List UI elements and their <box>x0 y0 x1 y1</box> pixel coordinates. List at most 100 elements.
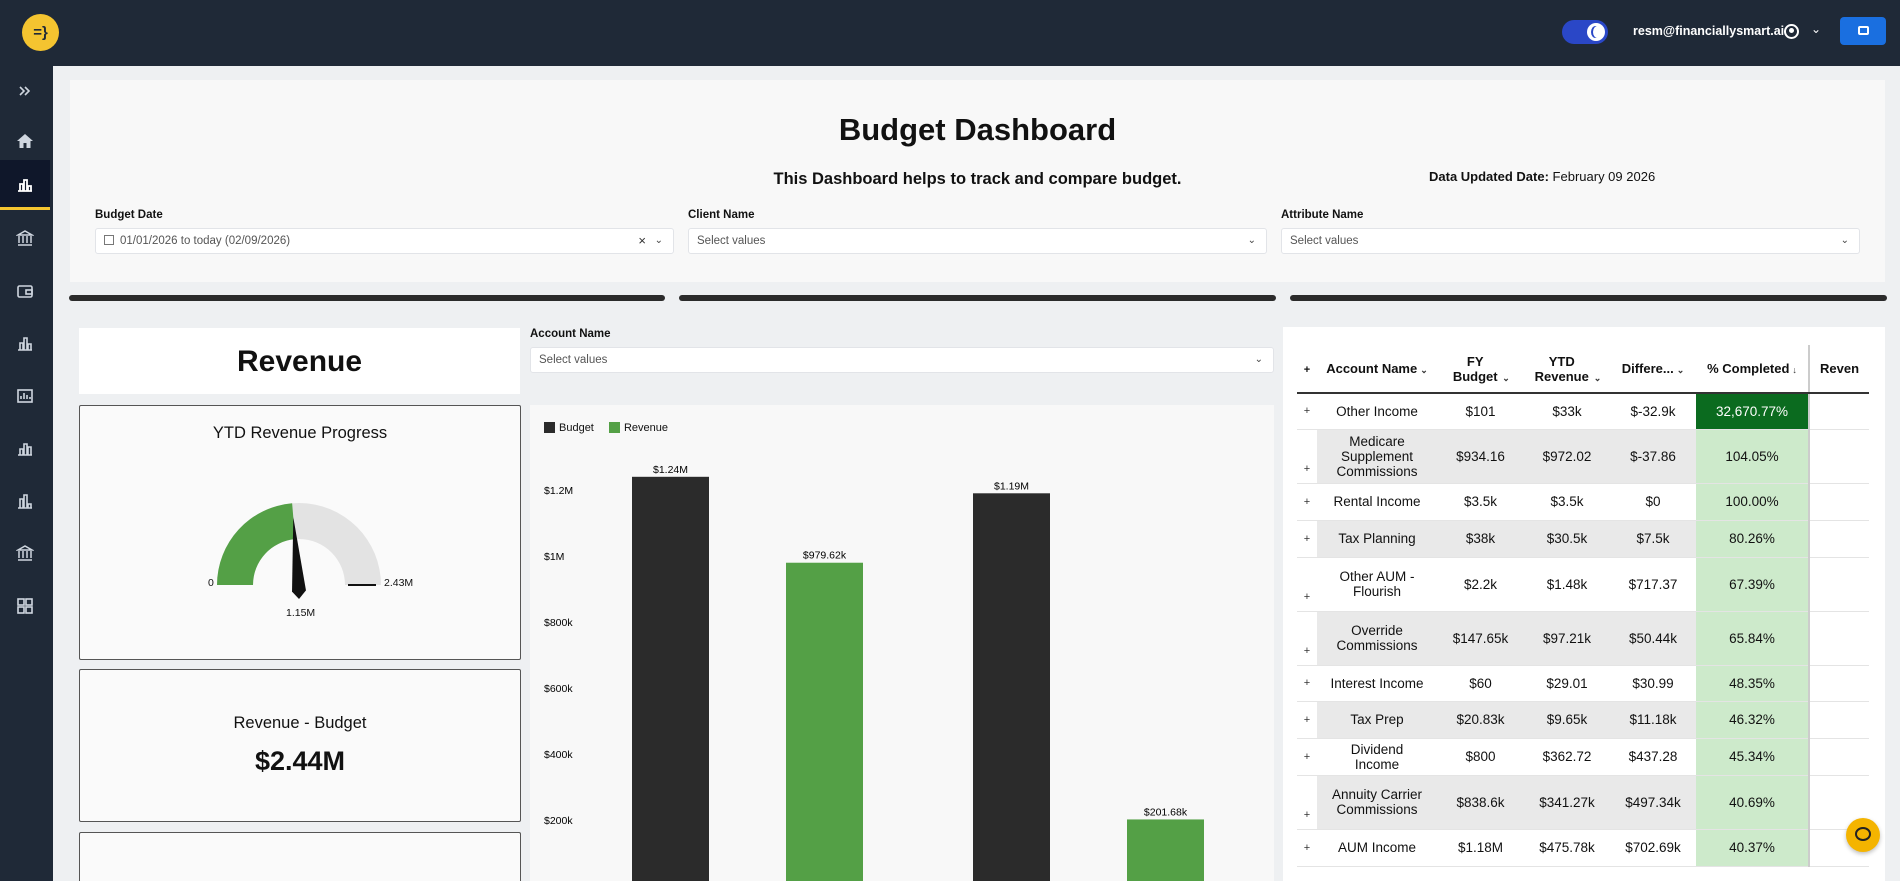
table-row[interactable]: + Tax Prep $20.83k $9.65k $11.18k 46.32% <box>1297 701 1869 739</box>
expand-row-icon[interactable]: + <box>1297 611 1317 666</box>
table-row[interactable]: + AUM Income $1.18M $475.78k $702.69k 40.37% <box>1297 829 1869 867</box>
ytd-revenue-cell: $9.65k <box>1524 701 1610 739</box>
account-name-cell: Override Commissions <box>1317 611 1437 666</box>
ytd-revenue-cell: $29.01 <box>1524 665 1610 702</box>
table-row[interactable]: + Interest Income $60 $29.01 $30.99 48.35% <box>1297 665 1869 702</box>
home-icon[interactable] <box>0 116 50 166</box>
table-row[interactable]: + Annuity Carrier Commissions $838.6k $341.… <box>1297 775 1869 830</box>
attribute-name-select[interactable]: Select values ⌄ <box>1281 228 1860 254</box>
bar-value-label: $1.19M <box>994 480 1029 492</box>
table-row[interactable]: + Other AUM - Flourish $2.2k $1.48k $717.37 6… <box>1297 557 1869 612</box>
expand-row-icon[interactable]: + <box>1297 665 1317 702</box>
chevron-down-icon[interactable]: ⌄ <box>1254 354 1263 365</box>
user-email[interactable]: resm@financiallysmart.ai <box>1633 24 1785 38</box>
legend-budget[interactable]: Budget <box>544 422 594 434</box>
ytd-revenue-cell: $1.48k <box>1524 557 1610 612</box>
chevron-down-icon[interactable]: ⌄ <box>1247 235 1256 246</box>
col-ytd-revenue[interactable]: YTD Revenue ⌄ <box>1524 345 1610 394</box>
revenue-cut-cell <box>1808 701 1869 739</box>
chat-button[interactable] <box>1840 17 1886 45</box>
budget-date-input[interactable]: 01/01/2026 to today (02/09/2026) × ⌄ <box>95 228 674 254</box>
fy-budget-cell: $2.2k <box>1437 557 1524 612</box>
pct-completed-cell: 40.69% <box>1696 775 1809 830</box>
sidebar <box>0 66 53 881</box>
expand-sidebar-icon[interactable] <box>0 66 50 116</box>
fy-budget-cell: $147.65k <box>1437 611 1524 666</box>
bar-chart-icon[interactable] <box>0 476 50 526</box>
budget-revenue-chart-panel: Budget Revenue $200k $400k $600k $800k $1M $1… <box>530 405 1274 881</box>
bar-budget[interactable] <box>973 493 1050 881</box>
revenue-budget-title: Revenue - Budget <box>233 714 367 732</box>
bar-revenue[interactable] <box>786 562 863 881</box>
account-name-placeholder: Select values <box>539 354 608 366</box>
col-fy-budget-label: FY Budget <box>1452 353 1498 384</box>
legend-swatch-budget <box>544 422 555 433</box>
clear-icon[interactable]: × <box>638 233 646 248</box>
attribute-name-label: Attribute Name <box>1281 209 1364 221</box>
table-row[interactable]: + Tax Planning $38k $30.5k $7.5k 80.26% <box>1297 520 1869 558</box>
revenue-gauge <box>217 503 381 599</box>
table-row[interactable]: + Override Commissions $147.65k $97.21k $50.… <box>1297 611 1869 666</box>
support-chat-button[interactable] <box>1846 818 1880 852</box>
client-name-select[interactable]: Select values ⌄ <box>688 228 1267 254</box>
col-account-name[interactable]: Account Name ⌄ <box>1317 345 1437 394</box>
gauge-fill <box>217 503 296 585</box>
fy-budget-cell: $3.5k <box>1437 483 1524 521</box>
table-row[interactable]: + Rental Income $3.5k $3.5k $0 100.00% <box>1297 483 1869 521</box>
bank-icon[interactable] <box>0 213 50 263</box>
budget-date-label: Budget Date <box>95 209 163 221</box>
account-name-select[interactable]: Select values ⌄ <box>530 347 1274 373</box>
expand-row-icon[interactable]: + <box>1297 393 1317 430</box>
bar-value-label: $201.68k <box>1144 806 1188 818</box>
theme-toggle[interactable] <box>1562 20 1608 44</box>
ytd-revenue-progress-card: YTD Revenue Progress 0 2.43M 1.15M <box>79 405 521 660</box>
sort-icon: ⌄ <box>1420 365 1428 375</box>
expand-row-icon[interactable]: + <box>1297 429 1317 484</box>
col-difference[interactable]: Differe... ⌄ <box>1610 345 1696 394</box>
attribute-name-placeholder: Select values <box>1290 235 1359 247</box>
grid-icon[interactable] <box>0 581 50 631</box>
bar-revenue[interactable] <box>1127 819 1204 881</box>
pct-completed-cell: 65.84% <box>1696 611 1809 666</box>
legend-revenue-label: Revenue <box>623 422 668 434</box>
updated-label: Data Updated Date: <box>1429 169 1549 184</box>
chart-icon[interactable] <box>0 318 50 368</box>
analytics-icon[interactable] <box>0 423 50 473</box>
col-revenue-cut[interactable]: Reven <box>1808 345 1869 394</box>
legend-revenue[interactable]: Revenue <box>608 422 668 434</box>
expand-row-icon[interactable]: + <box>1297 775 1317 830</box>
revenue-cut-cell <box>1808 557 1869 612</box>
expand-row-icon[interactable]: + <box>1297 557 1317 612</box>
col-pct-completed[interactable]: % Completed ↓ <box>1696 345 1809 394</box>
chevron-down-icon[interactable]: ⌄ <box>1840 235 1849 246</box>
table-row[interactable]: + Medicare Supplement Commissions $934.16 $… <box>1297 429 1869 484</box>
expand-row-icon[interactable]: + <box>1297 701 1317 739</box>
sidebar-item-budget-dashboard[interactable] <box>0 160 50 210</box>
user-icon[interactable] <box>1784 24 1799 39</box>
expand-row-icon[interactable]: + <box>1297 829 1317 867</box>
expand-row-icon[interactable]: + <box>1297 483 1317 521</box>
pct-completed-cell: 40.37% <box>1696 829 1809 867</box>
ytd-revenue-cell: $3.5k <box>1524 483 1610 521</box>
legend-budget-label: Budget <box>559 422 594 434</box>
account-name-cell: Tax Planning <box>1317 520 1437 558</box>
expand-all-icon[interactable]: + <box>1303 364 1311 376</box>
header-panel: Budget Dashboard This Dashboard helps to… <box>70 80 1885 282</box>
chevron-down-icon[interactable]: ⌄ <box>1811 22 1822 36</box>
expand-row-icon[interactable]: + <box>1297 738 1317 776</box>
app-logo[interactable]: =} <box>22 14 59 51</box>
wallet-icon[interactable] <box>0 266 50 316</box>
col-revenue-cut-label: Reven <box>1820 361 1860 376</box>
pct-completed-cell: 100.00% <box>1696 483 1809 521</box>
expand-all-header[interactable]: + <box>1297 345 1317 394</box>
report-icon[interactable] <box>0 371 50 421</box>
chevron-down-icon[interactable]: ⌄ <box>654 235 663 246</box>
table-row[interactable]: + Other Income $101 $33k $-32.9k 32,670.77% <box>1297 393 1869 430</box>
expand-row-icon[interactable]: + <box>1297 520 1317 558</box>
client-name-placeholder: Select values <box>697 235 766 247</box>
institution-icon[interactable] <box>0 528 50 578</box>
col-fy-budget[interactable]: FY Budget ⌄ <box>1437 345 1524 394</box>
table-row[interactable]: + Dividend Income $800 $362.72 $437.28 45.34% <box>1297 738 1869 776</box>
bar-budget[interactable] <box>632 476 709 881</box>
y-tick-label: $600k <box>544 683 573 695</box>
